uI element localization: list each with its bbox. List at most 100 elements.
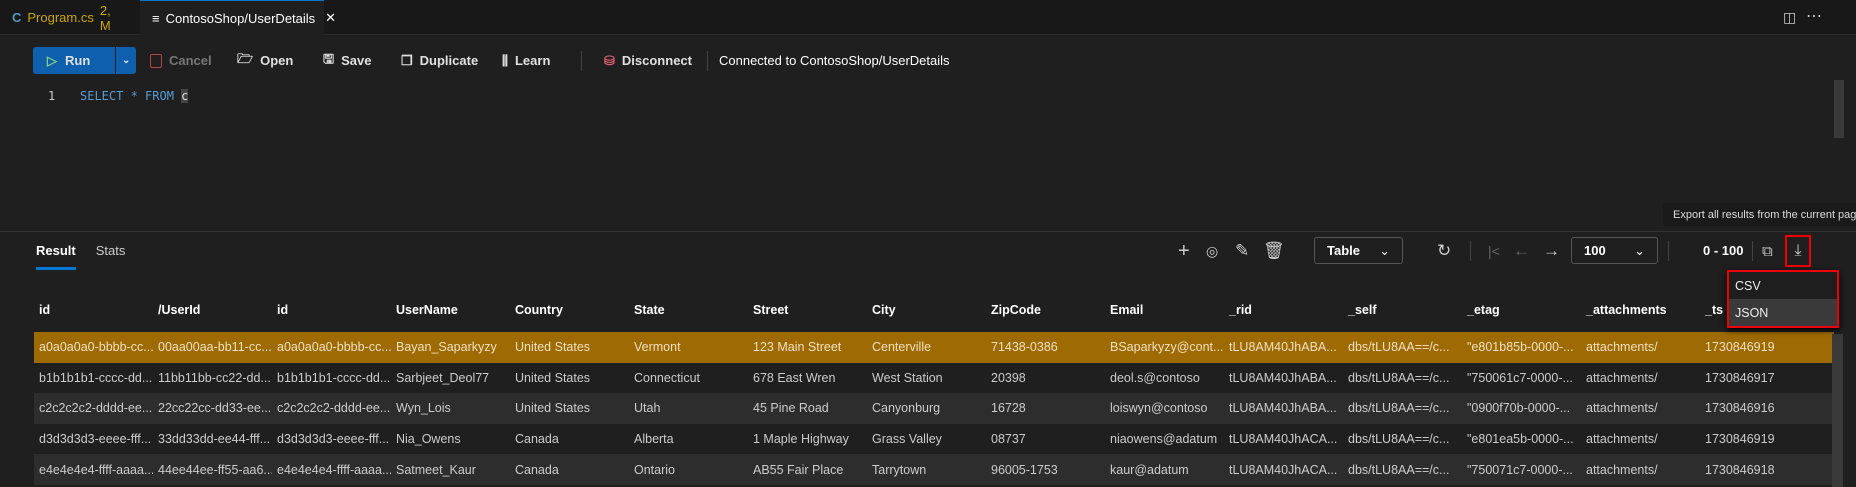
page-range: 0 - 100: [1703, 243, 1744, 258]
column-header[interactable]: _attachments: [1586, 302, 1667, 317]
disconnect-button[interactable]: ⛁ Disconnect: [604, 44, 692, 77]
column-header[interactable]: Country: [515, 302, 563, 317]
cancel-label: Cancel: [169, 53, 212, 68]
query-editor[interactable]: 1 SELECT * FROM c: [0, 80, 1856, 232]
stop-icon: [150, 53, 162, 68]
table-cell: United States: [515, 340, 591, 355]
duplicate-button[interactable]: ❐ Duplicate: [401, 44, 478, 77]
save-button[interactable]: 🖫 Save: [323, 44, 371, 77]
table-cell: dbs/tLU8AA==/c...: [1348, 462, 1450, 477]
table-cell: tLU8AM40JhABA...: [1229, 370, 1337, 385]
page-size-value: 100: [1584, 243, 1606, 258]
run-dropdown-chevron-icon[interactable]: ⌄: [122, 55, 131, 66]
column-header[interactable]: Street: [753, 302, 789, 317]
table-cell: 44ee44ee-ff55-aa6...: [158, 462, 272, 477]
table-cell: 33dd33dd-ee44-fff...: [158, 432, 271, 447]
table-cell: Nia_Owens: [396, 432, 461, 447]
previous-page-icon[interactable]: ←: [1513, 241, 1530, 260]
column-header[interactable]: _etag: [1467, 302, 1500, 317]
table-cell: 1730846917: [1705, 370, 1775, 385]
open-button[interactable]: 🗁 Open: [237, 44, 293, 77]
tab-label: Program.cs: [27, 10, 94, 25]
query-toolbar: ▷ Run ⌄ Cancel 🗁 Open 🖫 Save ❐ Duplicate ⫼ Le…: [0, 44, 1856, 77]
tab-stats[interactable]: Stats: [95, 243, 126, 258]
column-header[interactable]: Email: [1110, 302, 1144, 317]
table-row[interactable]: c2c2c2c2-dddd-ee... 22cc22cc-dd33-ee... c2…: [34, 393, 1834, 424]
eye-icon[interactable]: ◎: [1206, 242, 1219, 259]
column-header[interactable]: id: [277, 302, 289, 317]
table-cell: 96005-1753: [991, 462, 1058, 477]
table-cell: b1b1b1b1-cccc-dd...: [277, 370, 391, 385]
tab-user-details[interactable]: ≡ ContosoShop/UserDetails ✕: [140, 0, 336, 35]
folder-icon: 🗁: [237, 50, 254, 66]
table-cell: Utah: [634, 401, 661, 416]
table-cell: BSaparkyzy@cont...: [1110, 340, 1224, 355]
table-cell: Centerville: [872, 340, 932, 355]
more-actions-icon[interactable]: ⋯: [1806, 8, 1822, 25]
column-header[interactable]: City: [872, 302, 896, 317]
table-row[interactable]: e4e4e4e4-ffff-aaaa... 44ee44ee-ff55-aa6..…: [34, 454, 1834, 485]
table-cell: attachments/: [1586, 370, 1658, 385]
view-select[interactable]: Table ⌄: [1314, 237, 1403, 264]
table-cell: a0a0a0a0-bbbb-cc...: [277, 340, 391, 355]
table-cell: deol.s@contoso: [1110, 370, 1200, 385]
column-header[interactable]: _self: [1348, 302, 1377, 317]
copy-icon[interactable]: ⧉: [1762, 242, 1773, 260]
tab-badge: 2, M: [99, 2, 111, 33]
view-select-value: Table: [1327, 243, 1360, 258]
add-icon[interactable]: +: [1178, 239, 1190, 262]
play-icon: ▷: [47, 52, 57, 68]
trash-icon[interactable]: 🗑: [1263, 241, 1285, 260]
column-header[interactable]: _ts: [1705, 302, 1724, 317]
table-cell: 71438-0386: [991, 340, 1058, 355]
download-icon: ⤓: [1794, 242, 1802, 259]
first-page-icon[interactable]: |<: [1488, 243, 1500, 259]
close-tab-icon[interactable]: ✕: [325, 10, 337, 25]
split-editor-icon[interactable]: ◫: [1783, 9, 1797, 25]
column-header[interactable]: _rid: [1229, 302, 1252, 317]
table-cell: kaur@adatum: [1110, 462, 1189, 477]
column-header[interactable]: ZipCode: [991, 302, 1041, 317]
tab-program-cs[interactable]: C Program.cs 2, M: [0, 0, 132, 35]
cancel-button[interactable]: Cancel: [150, 44, 212, 77]
table-cell: dbs/tLU8AA==/c...: [1348, 432, 1450, 447]
save-icon: 🖫: [323, 50, 335, 66]
table-cell: United States: [515, 401, 591, 416]
table-cell: tLU8AM40JhACA...: [1229, 462, 1338, 477]
save-label: Save: [341, 53, 372, 68]
table-cell: "e801ea5b-0000-...: [1467, 432, 1574, 447]
page-size-select[interactable]: 100 ⌄: [1571, 237, 1658, 264]
table-cell: 22cc22cc-dd33-ee...: [158, 401, 272, 416]
export-csv-option[interactable]: CSV: [1735, 278, 1761, 293]
table-cell: Canada: [515, 432, 559, 447]
editor-scrollbar[interactable]: [1834, 80, 1844, 138]
pencil-icon[interactable]: ✎: [1235, 241, 1250, 260]
column-header[interactable]: State: [634, 302, 665, 317]
table-row[interactable]: b1b1b1b1-cccc-dd... 11bb11bb-cc22-dd... b1…: [34, 363, 1834, 394]
export-button[interactable]: ⤓: [1785, 235, 1811, 267]
table-cell: 08737: [991, 432, 1026, 447]
column-header[interactable]: /UserId: [158, 302, 201, 317]
learn-button[interactable]: ⫼ Learn: [502, 44, 550, 77]
table-row[interactable]: a0a0a0a0-bbbb-cc... 00aa00aa-bb11-cc... a0…: [34, 332, 1834, 363]
table-scrollbar[interactable]: [1832, 334, 1843, 487]
table-cell: 00aa00aa-bb11-cc...: [158, 340, 272, 355]
table-cell: d3d3d3d3-eeee-fff...: [39, 432, 152, 447]
duplicate-label: Duplicate: [419, 53, 479, 68]
table-cell: 1 Maple Highway: [753, 432, 849, 447]
editor-tab-bar: C Program.cs 2, M ≡ ContosoShop/UserDeta…: [0, 0, 1856, 35]
next-page-icon[interactable]: →: [1543, 241, 1560, 260]
column-header[interactable]: UserName: [396, 302, 458, 317]
run-button[interactable]: ▷ Run ⌄: [33, 47, 136, 74]
table-cell: "e801b85b-0000-...: [1467, 340, 1574, 355]
table-cell: 20398: [991, 370, 1026, 385]
table-cell: Tarrytown: [872, 462, 927, 477]
tab-result[interactable]: Result: [36, 243, 76, 270]
table-row[interactable]: d3d3d3d3-eeee-fff... 33dd33dd-ee44-fff...…: [34, 424, 1834, 455]
table-cell: 45 Pine Road: [753, 401, 829, 416]
table-cell: West Station: [872, 370, 943, 385]
table-cell: Connecticut: [634, 370, 701, 385]
export-json-option[interactable]: JSON: [1729, 299, 1837, 326]
refresh-icon[interactable]: ↻: [1437, 241, 1452, 260]
column-header[interactable]: id: [39, 302, 51, 317]
